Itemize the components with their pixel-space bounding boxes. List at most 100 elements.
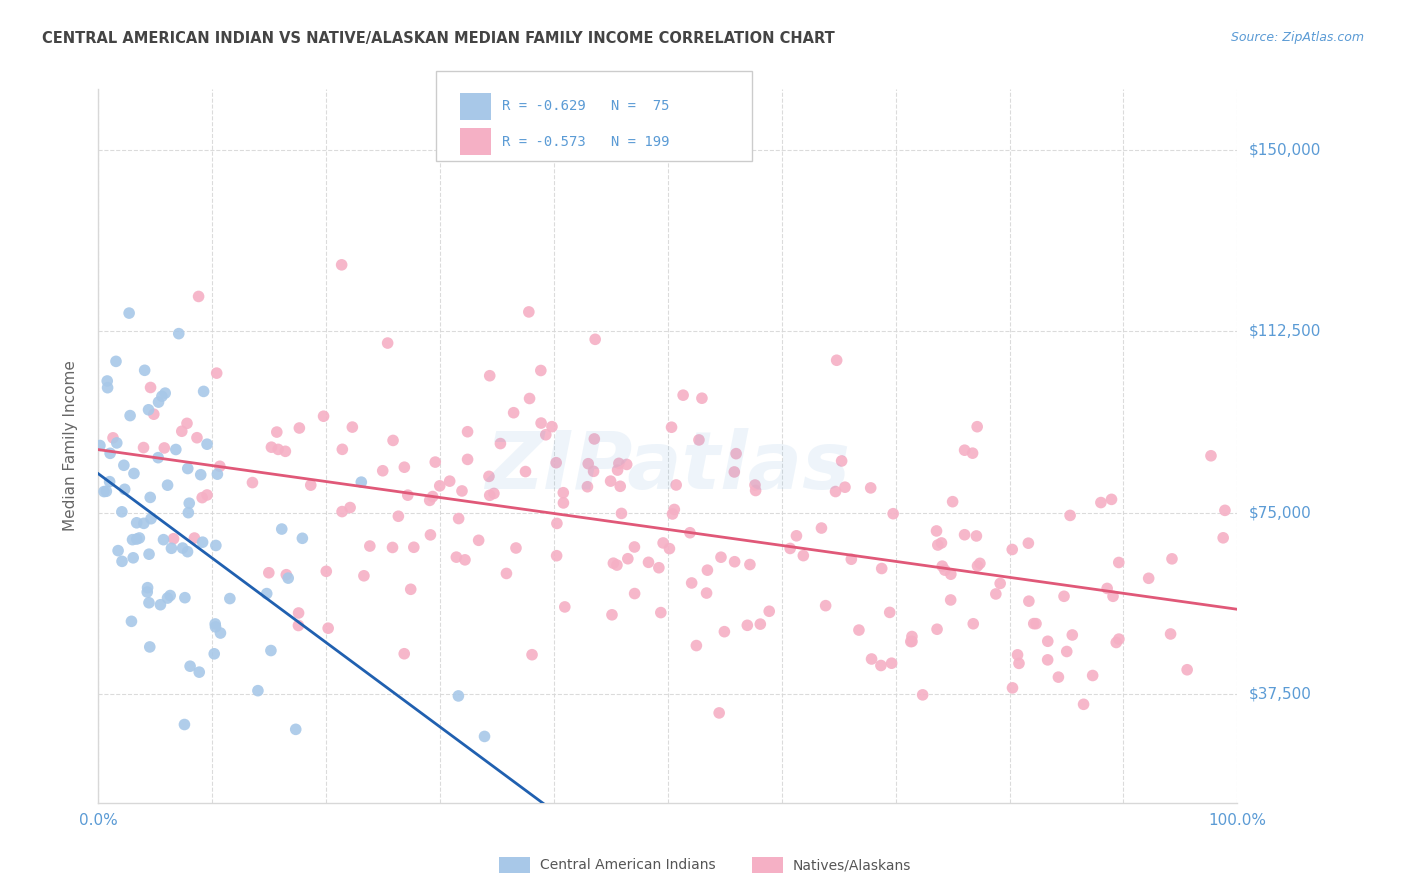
Point: [779, 541, 801, 556]
Point: [583, 332, 606, 346]
Point: [97, 381, 120, 395]
Point: [939, 593, 962, 607]
Point: [205, 366, 228, 380]
Point: [478, 488, 501, 502]
Point: [1108, 556, 1130, 570]
Point: [191, 491, 214, 505]
Point: [195, 437, 218, 451]
Point: [824, 484, 846, 499]
Point: [156, 478, 179, 492]
Point: [1102, 589, 1125, 603]
Point: [209, 626, 232, 640]
Point: [138, 596, 160, 610]
Point: [176, 544, 198, 558]
Point: [105, 436, 128, 450]
Point: [672, 388, 695, 402]
Point: [148, 395, 170, 409]
Point: [505, 541, 527, 555]
Point: [353, 569, 375, 583]
Point: [495, 566, 517, 581]
Point: [176, 417, 198, 431]
Point: [142, 407, 165, 421]
Point: [1036, 653, 1059, 667]
Text: Central American Indians: Central American Indians: [540, 858, 716, 872]
Point: [125, 516, 148, 530]
Point: [1059, 508, 1081, 523]
Point: [744, 478, 766, 492]
Point: [831, 454, 853, 468]
Point: [315, 564, 337, 578]
Point: [187, 289, 209, 303]
Point: [447, 689, 470, 703]
Point: [118, 306, 141, 320]
Point: [616, 458, 638, 472]
Point: [312, 409, 335, 424]
Point: [162, 532, 184, 546]
Point: [749, 617, 772, 632]
Point: [152, 533, 174, 547]
Point: [859, 481, 882, 495]
Point: [451, 483, 474, 498]
Point: [112, 458, 135, 473]
Point: [582, 464, 605, 478]
Point: [350, 475, 373, 490]
Point: [834, 480, 856, 494]
Point: [125, 532, 148, 546]
Point: [330, 442, 353, 457]
Point: [111, 505, 134, 519]
Point: [962, 616, 984, 631]
Point: [606, 463, 628, 477]
Text: $150,000: $150,000: [1249, 142, 1320, 157]
Point: [1053, 589, 1076, 603]
Point: [170, 424, 193, 438]
Point: [637, 555, 659, 569]
Text: R = -0.629   N =  75: R = -0.629 N = 75: [502, 99, 669, 113]
Point: [1008, 657, 1031, 671]
Text: $75,000: $75,000: [1249, 505, 1312, 520]
Point: [183, 531, 205, 545]
Point: [1213, 503, 1236, 517]
Point: [984, 587, 1007, 601]
Point: [688, 433, 710, 447]
Point: [474, 730, 496, 744]
Point: [160, 541, 183, 556]
Point: [256, 586, 278, 600]
Point: [167, 326, 190, 341]
Point: [128, 531, 150, 545]
Point: [1101, 492, 1123, 507]
Point: [467, 533, 489, 548]
Point: [1105, 635, 1128, 649]
Point: [725, 447, 748, 461]
Point: [723, 555, 745, 569]
Point: [218, 591, 240, 606]
Point: [825, 353, 848, 368]
Point: [911, 688, 934, 702]
Point: [901, 634, 924, 648]
Point: [901, 630, 924, 644]
Point: [900, 634, 922, 648]
Point: [288, 421, 311, 435]
Point: [880, 657, 903, 671]
Point: [1056, 644, 1078, 658]
Point: [1199, 449, 1222, 463]
Y-axis label: Median Family Income: Median Family Income: [63, 360, 77, 532]
Point: [1090, 495, 1112, 509]
Point: [277, 571, 299, 585]
Point: [541, 419, 564, 434]
Point: [602, 556, 624, 570]
Point: [623, 540, 645, 554]
Point: [207, 467, 229, 482]
Point: [377, 336, 399, 351]
Point: [927, 538, 949, 552]
Point: [1108, 632, 1130, 646]
Point: [204, 616, 226, 631]
Point: [114, 483, 136, 497]
Point: [1073, 698, 1095, 712]
Point: [931, 559, 953, 574]
Point: [648, 560, 671, 574]
Point: [186, 431, 208, 445]
Point: [173, 591, 195, 605]
Point: [810, 521, 832, 535]
Point: [623, 586, 645, 600]
Point: [860, 652, 883, 666]
